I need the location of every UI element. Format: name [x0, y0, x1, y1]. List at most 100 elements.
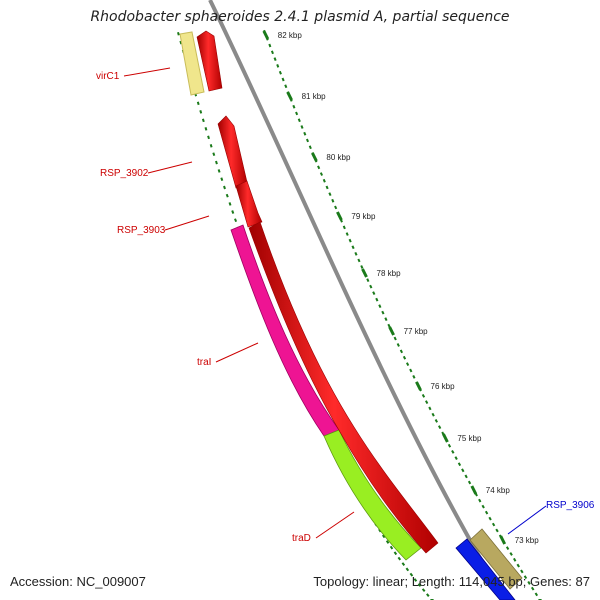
inner-track-dot: [231, 210, 235, 214]
outer-track-dot: [461, 468, 465, 473]
outer-track-dot: [516, 563, 520, 568]
ruler-tick-label: 75 kbp: [457, 434, 482, 443]
outer-track-dot: [387, 323, 391, 328]
outer-track-dot: [384, 317, 388, 322]
leader-virc1: [123, 67, 171, 77]
label-rsp3902: RSP_3902: [100, 168, 149, 179]
ruler-tick-label: 82 kbp: [278, 31, 303, 40]
inner-track-dot: [413, 578, 418, 582]
inner-track-dot: [225, 193, 229, 198]
outer-track-dot: [300, 125, 304, 129]
ruler-tick-mark: [415, 381, 422, 391]
ruler-tick-mark: [286, 91, 293, 101]
inner-track-dot: [228, 202, 232, 206]
ruler-tick-79: 79 kbp: [336, 211, 376, 221]
outer-track-dot: [505, 546, 510, 551]
outer-track-dot: [317, 165, 321, 170]
inner-track-dot: [209, 144, 213, 148]
inner-track-dot: [217, 169, 221, 173]
outer-track-dot: [431, 412, 435, 417]
outer-track-dot: [534, 592, 539, 597]
outer-track-dot: [295, 111, 299, 116]
outer-track-dot: [308, 145, 312, 150]
outer-track-dot: [457, 462, 462, 467]
ruler-tick-78: 78 kbp: [361, 268, 401, 278]
gene-rsp3902[interactable]: [217, 115, 248, 189]
outer-track-dot: [378, 304, 382, 309]
inner-track-dot: [234, 218, 238, 223]
outer-track-dot: [325, 185, 329, 190]
gene-long-red[interactable]: [248, 221, 439, 554]
inner-track-dot: [381, 534, 386, 539]
outer-track-dot: [451, 450, 455, 454]
leader-trad: [315, 511, 355, 539]
inner-track-dot: [223, 185, 226, 190]
label-trai: traI: [197, 357, 211, 368]
outer-track-dot: [520, 569, 524, 574]
outer-track-dot: [273, 57, 277, 61]
ruler-tick-76: 76 kbp: [415, 381, 456, 391]
ruler-tick-label: 76 kbp: [431, 382, 456, 391]
inner-track-dot: [199, 110, 203, 114]
outer-track-dot: [268, 43, 272, 48]
outer-track-dot: [405, 362, 410, 367]
sequence-backbone: [208, 0, 507, 600]
gene-trad[interactable]: [323, 429, 422, 561]
outer-track-dot: [322, 178, 326, 183]
inner-track-dot: [409, 572, 414, 577]
ruler-tick-74: 74 kbp: [470, 485, 511, 495]
ruler-tick-label: 77 kbp: [404, 327, 429, 336]
outer-track-dot: [328, 192, 332, 197]
ruler-tick-80: 80 kbp: [311, 152, 351, 162]
ruler-tick-label: 79 kbp: [351, 212, 376, 221]
outer-track-dot: [421, 393, 426, 398]
gene-virc1[interactable]: [179, 31, 205, 96]
inner-track-dot: [421, 588, 426, 592]
outer-track-dot: [305, 138, 310, 143]
gene-trai[interactable]: [230, 224, 340, 437]
inner-track-dot: [196, 101, 200, 106]
leader-rsp3906: [507, 505, 547, 535]
outer-track-dot: [334, 205, 338, 210]
outer-track-dot: [348, 238, 352, 243]
outer-track-dot: [412, 374, 416, 379]
inner-track-dot: [401, 562, 406, 566]
inner-track-dot: [393, 551, 398, 556]
inner-track-dot: [177, 32, 180, 36]
outer-track-dot: [270, 50, 274, 55]
ruler-tick-73: 73 kbp: [499, 535, 539, 545]
outer-track-dot: [467, 480, 472, 485]
outer-track-dot: [478, 498, 482, 503]
ruler-tick-82: 82 kbp: [262, 30, 303, 40]
inner-track-dot: [215, 160, 218, 165]
outer-track-dot: [495, 528, 499, 533]
ruler-tick-mark: [336, 211, 343, 221]
ruler-tick-mark: [262, 30, 270, 40]
gene-khaki[interactable]: [469, 528, 523, 590]
outer-track-dot: [488, 516, 492, 521]
label-leaders: [123, 67, 547, 539]
inner-track-dot: [207, 135, 210, 140]
gene-rsp3903[interactable]: [235, 180, 263, 228]
inner-track-dot: [405, 567, 410, 572]
outer-track-dot: [509, 552, 513, 556]
outer-track-dot: [351, 245, 355, 250]
outer-track-dot: [447, 443, 452, 448]
outer-track-dot: [360, 265, 364, 269]
gene-rsp3906[interactable]: [455, 538, 516, 600]
outer-track-dot: [381, 310, 385, 315]
gene-virc1-partner[interactable]: [196, 30, 223, 92]
label-rsp3903: RSP_3903: [117, 225, 166, 236]
inner-track-dot: [179, 40, 183, 45]
ruler-tick-mark: [311, 152, 318, 162]
outer-track-dot: [342, 225, 346, 230]
gene-labels: virC1 RSP_3902 RSP_3903 traI traD RSP_39…: [96, 71, 595, 544]
ruler-tick-mark: [442, 433, 449, 443]
outer-track-dot: [481, 504, 485, 509]
leader-rsp3903: [164, 215, 210, 231]
gene-features: [179, 30, 523, 600]
outer-track-dot: [292, 104, 296, 109]
ruler-tick-label: 74 kbp: [486, 486, 511, 495]
label-virc1: virC1: [96, 71, 120, 82]
ruler-tick-mark: [388, 326, 395, 336]
